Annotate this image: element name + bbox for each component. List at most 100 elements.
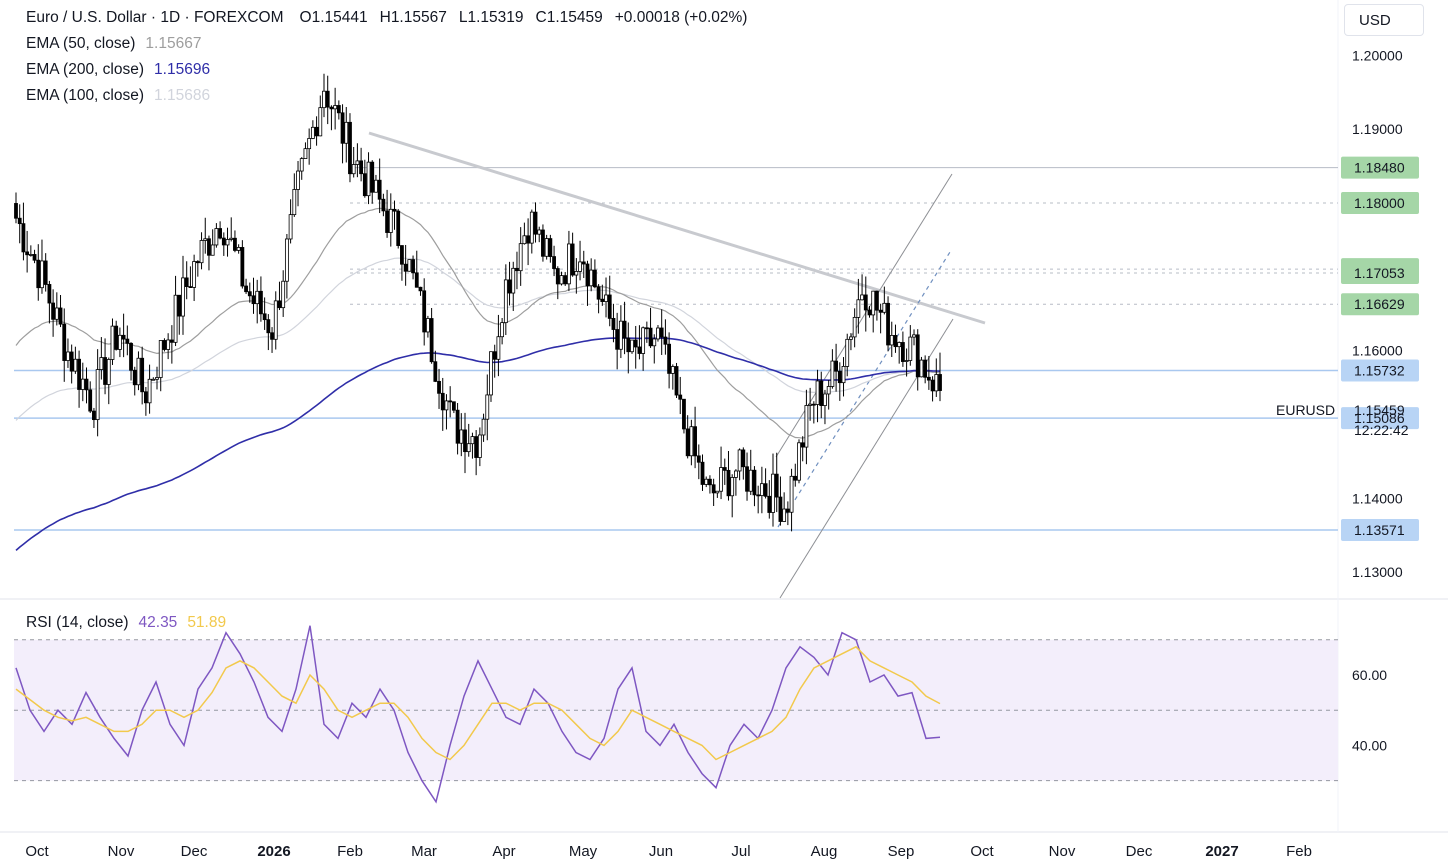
- rsi-tick-0: 60.00: [1352, 667, 1387, 683]
- candle-body-245: [923, 359, 928, 378]
- candle-body-181: [685, 428, 690, 457]
- candle-body-104: [400, 245, 404, 265]
- candle-body-201: [759, 483, 764, 497]
- candle-body-114: [437, 380, 441, 394]
- candle-body-155: [589, 269, 594, 287]
- candle-body-79: [307, 138, 312, 150]
- candle-body-54: [214, 228, 219, 246]
- candle-body-229: [863, 294, 868, 311]
- candle-body-71: [277, 300, 282, 309]
- candle-body-98: [377, 179, 382, 200]
- horizontal-levels: 1.184801.180001.171041.170531.166291.157…: [14, 156, 1419, 542]
- candle-body-228: [860, 294, 864, 301]
- candle-body-213: [804, 405, 809, 448]
- currency-button[interactable]: USD: [1344, 4, 1424, 36]
- candle-body-190: [719, 467, 723, 492]
- rsi-line: [15, 625, 941, 804]
- candle-body-45: [181, 277, 185, 317]
- candle-body-239: [900, 342, 905, 362]
- level-label-bg-4: [1341, 293, 1419, 316]
- time-tick-9: Jul: [731, 843, 750, 860]
- candle-body-39: [158, 340, 163, 378]
- ema200-legend[interactable]: EMA (200, close) 1.15696: [26, 61, 211, 78]
- candle-body-87: [336, 105, 341, 114]
- candle-body-47: [188, 286, 193, 288]
- candle-body-148: [563, 275, 568, 285]
- candle-body-8: [43, 260, 48, 285]
- candle-body-30: [125, 338, 130, 344]
- candle-body-26: [110, 325, 115, 360]
- ema100-legend[interactable]: EMA (100, close) 1.15686: [26, 87, 211, 104]
- candle-body-233: [878, 309, 883, 313]
- time-tick-3: 2026: [257, 843, 290, 860]
- time-tick-15: 2027: [1205, 843, 1238, 860]
- candle-body-127: [485, 394, 490, 420]
- candle-body-200: [756, 494, 761, 497]
- candle-body-212: [800, 442, 805, 448]
- candle-body-145: [552, 256, 556, 269]
- rsi-legend[interactable]: RSI (14, close) 42.35 51.89: [26, 614, 227, 631]
- candle-body-38: [155, 377, 159, 380]
- level-label-bg-6: [1341, 407, 1419, 430]
- candle-body-81: [314, 126, 319, 137]
- candle-body-29: [121, 334, 126, 340]
- candle-body-46: [184, 277, 189, 287]
- candle-body-116: [444, 400, 449, 411]
- candle-body-180: [682, 398, 686, 430]
- candle-body-12: [58, 307, 63, 325]
- candle-body-218: [823, 393, 827, 406]
- candle-body-124: [474, 436, 479, 458]
- candle-body-174: [659, 327, 664, 338]
- candle-body-27: [114, 325, 119, 350]
- candle-body-53: [210, 244, 215, 256]
- candle-body-117: [448, 400, 453, 403]
- level-label-7: 1.13571: [1354, 522, 1405, 538]
- candle-body-178: [674, 366, 679, 396]
- candle-body-61: [240, 247, 245, 287]
- candle-body-177: [670, 366, 675, 374]
- candle-body-18: [80, 378, 85, 390]
- ema100-line: [15, 257, 941, 421]
- candle-body-176: [667, 343, 672, 374]
- candle-body-113: [433, 361, 438, 382]
- rsi-tick-1: 40.00: [1352, 737, 1387, 753]
- candle-body-195: [737, 449, 742, 472]
- descending-trendline: [368, 131, 986, 325]
- candle-body-217: [819, 380, 824, 406]
- ema200-line: [15, 337, 941, 551]
- ema-lines: [15, 207, 941, 551]
- level-label-4: 1.16629: [1354, 296, 1405, 312]
- candle-body-77: [299, 158, 304, 172]
- candle-body-80: [310, 126, 315, 139]
- candle-body-103: [396, 210, 401, 246]
- candle-body-1: [17, 217, 22, 225]
- candle-body-83: [322, 90, 326, 109]
- level-label-bg-0: [1341, 156, 1419, 179]
- ema50-legend[interactable]: EMA (50, close) 1.15667: [26, 35, 202, 52]
- candle-body-35: [143, 391, 148, 404]
- candle-body-31: [129, 342, 133, 371]
- time-tick-1: Nov: [108, 843, 135, 860]
- candle-body-194: [734, 470, 738, 478]
- candle-body-109: [418, 286, 423, 292]
- candle-body-6: [36, 259, 41, 289]
- time-tick-16: Feb: [1286, 843, 1312, 860]
- candle-body-91: [351, 164, 356, 175]
- candle-body-60: [236, 247, 241, 251]
- candle-body-156: [592, 269, 597, 288]
- candle-body-133: [507, 279, 512, 294]
- price-tick-3: 1.14000: [1352, 490, 1403, 506]
- candle-body-202: [763, 483, 768, 497]
- candle-body-192: [726, 469, 731, 497]
- candle-body-214: [808, 403, 813, 406]
- candles: [14, 73, 942, 532]
- candle-body-153: [581, 261, 586, 265]
- candle-body-244: [919, 359, 924, 378]
- candle-body-149: [567, 243, 571, 285]
- candle-body-17: [77, 358, 81, 390]
- candle-body-189: [715, 490, 720, 494]
- candle-body-48: [192, 261, 197, 288]
- candle-body-139: [529, 211, 534, 244]
- candle-body-137: [522, 235, 527, 245]
